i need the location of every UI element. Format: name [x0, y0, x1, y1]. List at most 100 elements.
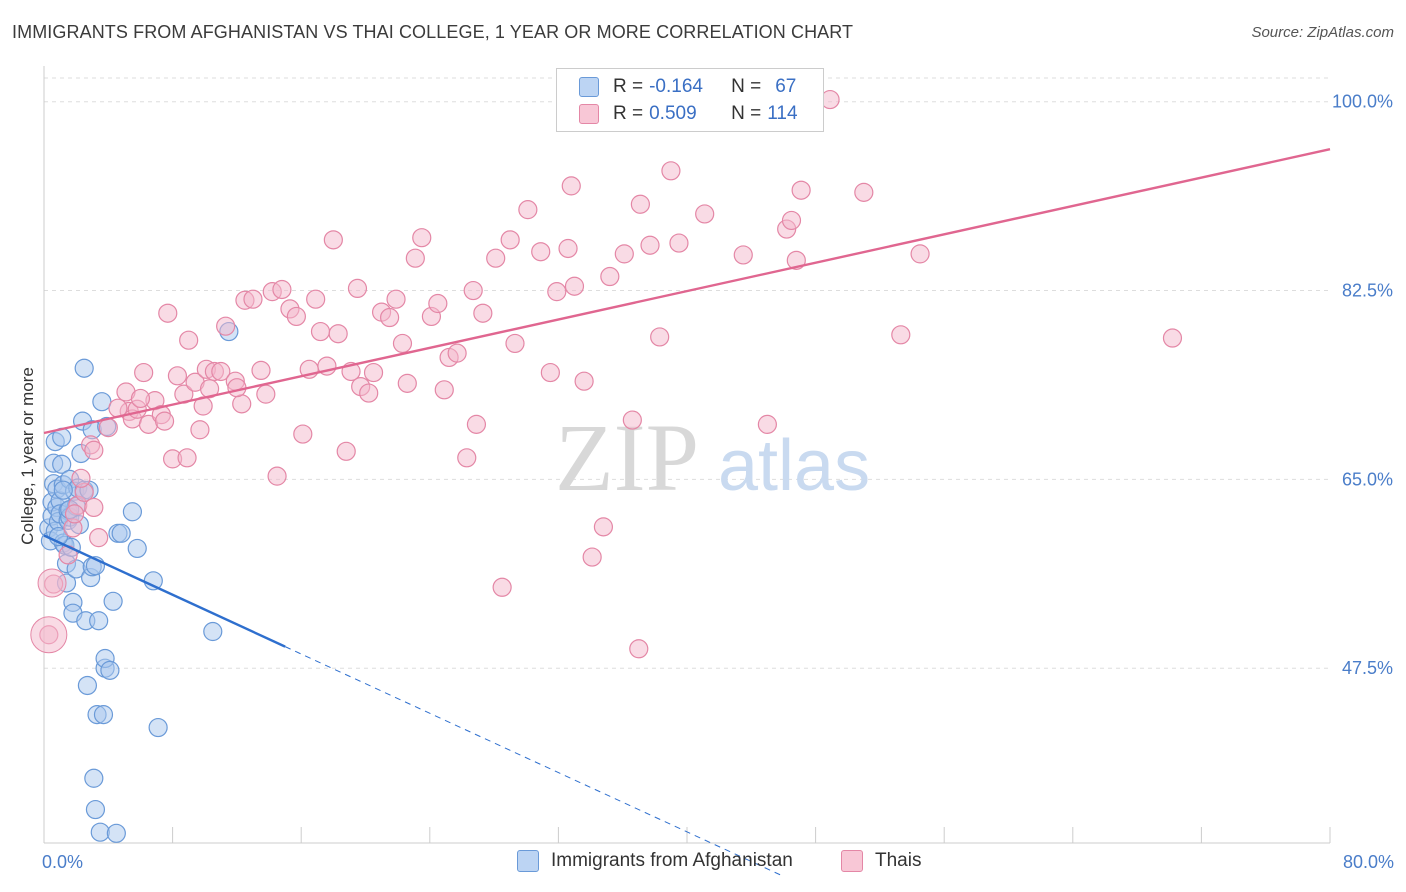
data-point — [158, 303, 178, 323]
correlation-legend: R = -0.164 N = 67 R = 0.509 N = 114 — [556, 68, 824, 132]
data-point — [363, 362, 384, 383]
x-tick-label-max: 80.0% — [1342, 852, 1394, 872]
data-point — [380, 307, 400, 328]
y-tick-label: 82.5% — [1342, 281, 1393, 301]
data-point — [227, 378, 247, 398]
legend-n-label: N = — [731, 76, 762, 97]
data-point — [791, 180, 811, 200]
data-point — [457, 448, 477, 468]
data-point — [733, 245, 753, 265]
data-point — [669, 233, 689, 253]
data-point — [630, 194, 650, 214]
watermark: ZIP atlas — [555, 404, 870, 511]
y-tick-label: 100.0% — [1332, 92, 1393, 112]
data-point — [614, 244, 634, 264]
data-point — [622, 410, 642, 430]
data-point — [558, 238, 578, 259]
trendlines — [43, 148, 1331, 877]
series-legend: Immigrants from Afghanistan Thais — [0, 850, 1406, 880]
data-point — [500, 230, 520, 250]
watermark-atlas: atlas — [718, 426, 870, 506]
data-point — [540, 362, 560, 383]
data-point — [1162, 328, 1183, 348]
data-point — [134, 362, 154, 383]
data-point — [757, 414, 777, 434]
data-point — [640, 235, 660, 255]
data-point — [111, 523, 131, 543]
data-point-large — [37, 568, 67, 598]
data-point — [328, 324, 348, 344]
data-point — [392, 333, 413, 354]
legend-r-value: 0.509 — [649, 103, 697, 124]
data-point — [127, 538, 147, 559]
data-point — [593, 517, 614, 537]
data-point — [518, 200, 538, 220]
data-point — [251, 360, 271, 381]
data-point — [574, 371, 594, 391]
data-point — [629, 639, 649, 659]
y-tick-label: 65.0% — [1342, 469, 1393, 489]
data-point — [661, 161, 681, 181]
x-tick-label-min: 0.0% — [42, 852, 84, 872]
legend-n-value: 67 — [775, 76, 797, 97]
data-point — [100, 660, 120, 680]
data-point — [428, 293, 448, 314]
data-point — [130, 388, 151, 409]
data-point — [286, 306, 306, 327]
legend-n-value: 114 — [767, 103, 798, 124]
data-point — [216, 316, 236, 336]
data-point — [89, 528, 109, 548]
data-point — [486, 248, 506, 268]
data-point — [103, 591, 123, 611]
data-point — [122, 502, 143, 522]
data-point — [582, 547, 602, 567]
data-point — [167, 366, 188, 386]
data-point — [405, 248, 425, 268]
trendline-pink — [43, 148, 1331, 435]
data-point — [359, 383, 379, 403]
series-pink — [39, 89, 1183, 659]
trendline-blue — [43, 534, 286, 648]
data-point — [505, 333, 525, 354]
y-axis-label: College, 1 year or more — [18, 367, 37, 545]
data-point — [466, 414, 487, 434]
data-point — [84, 768, 104, 788]
data-point — [84, 440, 104, 460]
data-point — [84, 497, 104, 518]
source-credit: Source: ZipAtlas.com — [1251, 24, 1394, 41]
data-point — [910, 244, 930, 264]
legend-row-afghanistan: R = -0.164 N = 67 — [579, 74, 796, 100]
data-point — [336, 441, 356, 461]
data-point — [106, 823, 126, 843]
data-point — [190, 420, 210, 440]
data-point — [179, 330, 199, 350]
series-legend-label: Thais — [875, 850, 922, 871]
data-point — [564, 276, 585, 296]
series-swatch-pink — [841, 850, 863, 872]
data-point — [447, 343, 467, 363]
data-point — [293, 424, 313, 444]
data-point — [243, 289, 263, 309]
legend-r-value: -0.164 — [649, 76, 703, 97]
data-point — [211, 361, 231, 382]
legend-n-label: N = — [731, 103, 762, 124]
data-point — [177, 448, 197, 468]
data-point — [547, 282, 567, 302]
data-point — [77, 675, 98, 696]
data-point — [434, 380, 454, 400]
data-point — [232, 394, 252, 414]
data-point — [148, 717, 168, 738]
data-point — [154, 411, 175, 431]
data-point — [306, 289, 326, 309]
data-point — [310, 321, 331, 342]
series-legend-label: Immigrants from Afghanistan — [551, 850, 793, 871]
data-point — [52, 454, 72, 474]
legend-swatch-pink — [579, 104, 599, 124]
data-point — [203, 621, 223, 642]
data-point — [891, 325, 911, 345]
axes — [43, 66, 1331, 844]
data-point — [347, 278, 368, 299]
data-point — [854, 182, 874, 202]
data-point — [397, 373, 417, 393]
data-point — [650, 327, 670, 347]
